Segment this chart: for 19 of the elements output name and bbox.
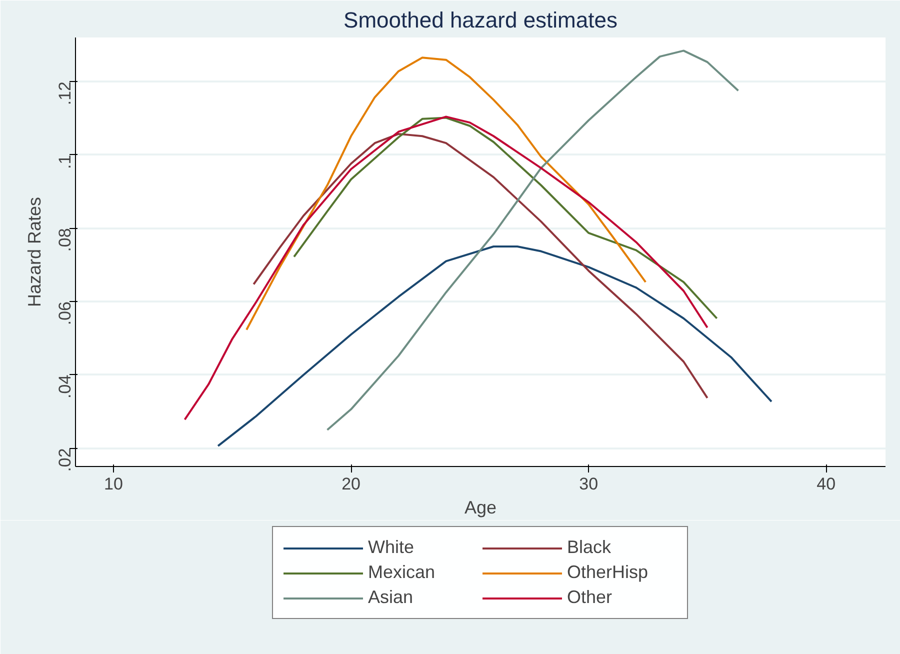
legend-label: White: [368, 537, 416, 558]
y-tick-label: .12: [56, 81, 74, 106]
y-tick-label: .02: [56, 448, 74, 472]
legend-label: Asian: [368, 587, 414, 608]
legend-label: OtherHisp: [567, 562, 650, 583]
y-tick-label: .06: [56, 301, 74, 326]
y-tick-label: .08: [56, 228, 74, 252]
y-tick-label: .04: [56, 374, 74, 398]
chart-title: Smoothed hazard estimates: [344, 8, 618, 32]
x-tick-label: 10: [104, 474, 123, 494]
x-tick-label: 30: [579, 474, 598, 494]
legend-label: Mexican: [368, 562, 436, 583]
x-tick-label: 20: [342, 474, 361, 494]
y-tick-label: .1: [56, 154, 74, 170]
legend-label: Black: [567, 537, 612, 558]
x-axis-title: Age: [464, 498, 497, 518]
x-tick-label: 40: [816, 474, 836, 494]
legend-label: Other: [567, 587, 614, 608]
y-axis-title: Hazard Rates: [24, 196, 44, 308]
